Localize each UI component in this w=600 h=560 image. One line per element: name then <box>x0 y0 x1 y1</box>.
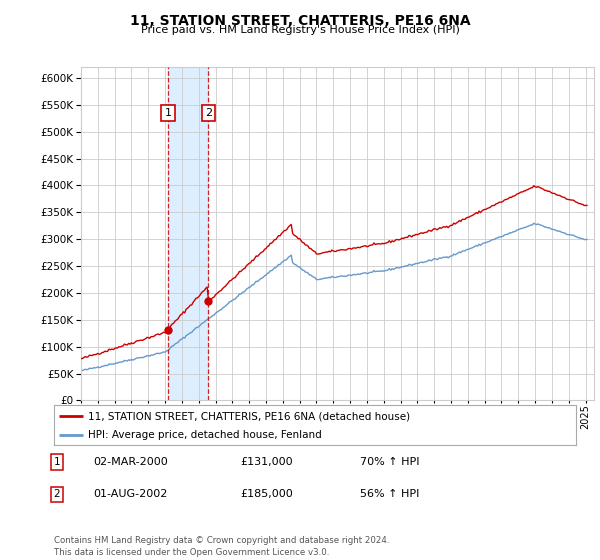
Text: 02-MAR-2000: 02-MAR-2000 <box>93 457 168 467</box>
Text: 2: 2 <box>53 489 61 500</box>
Text: 56% ↑ HPI: 56% ↑ HPI <box>360 489 419 500</box>
Text: £131,000: £131,000 <box>240 457 293 467</box>
Text: 11, STATION STREET, CHATTERIS, PE16 6NA: 11, STATION STREET, CHATTERIS, PE16 6NA <box>130 14 470 28</box>
Text: Contains HM Land Registry data © Crown copyright and database right 2024.
This d: Contains HM Land Registry data © Crown c… <box>54 536 389 557</box>
Text: 01-AUG-2002: 01-AUG-2002 <box>93 489 167 500</box>
Text: 1: 1 <box>53 457 61 467</box>
Text: £185,000: £185,000 <box>240 489 293 500</box>
Text: 11, STATION STREET, CHATTERIS, PE16 6NA (detached house): 11, STATION STREET, CHATTERIS, PE16 6NA … <box>88 411 410 421</box>
Text: 2: 2 <box>205 108 212 118</box>
Text: HPI: Average price, detached house, Fenland: HPI: Average price, detached house, Fenl… <box>88 430 322 440</box>
Text: 1: 1 <box>164 108 172 118</box>
Bar <box>168 67 208 400</box>
Text: Price paid vs. HM Land Registry's House Price Index (HPI): Price paid vs. HM Land Registry's House … <box>140 25 460 35</box>
Text: 70% ↑ HPI: 70% ↑ HPI <box>360 457 419 467</box>
